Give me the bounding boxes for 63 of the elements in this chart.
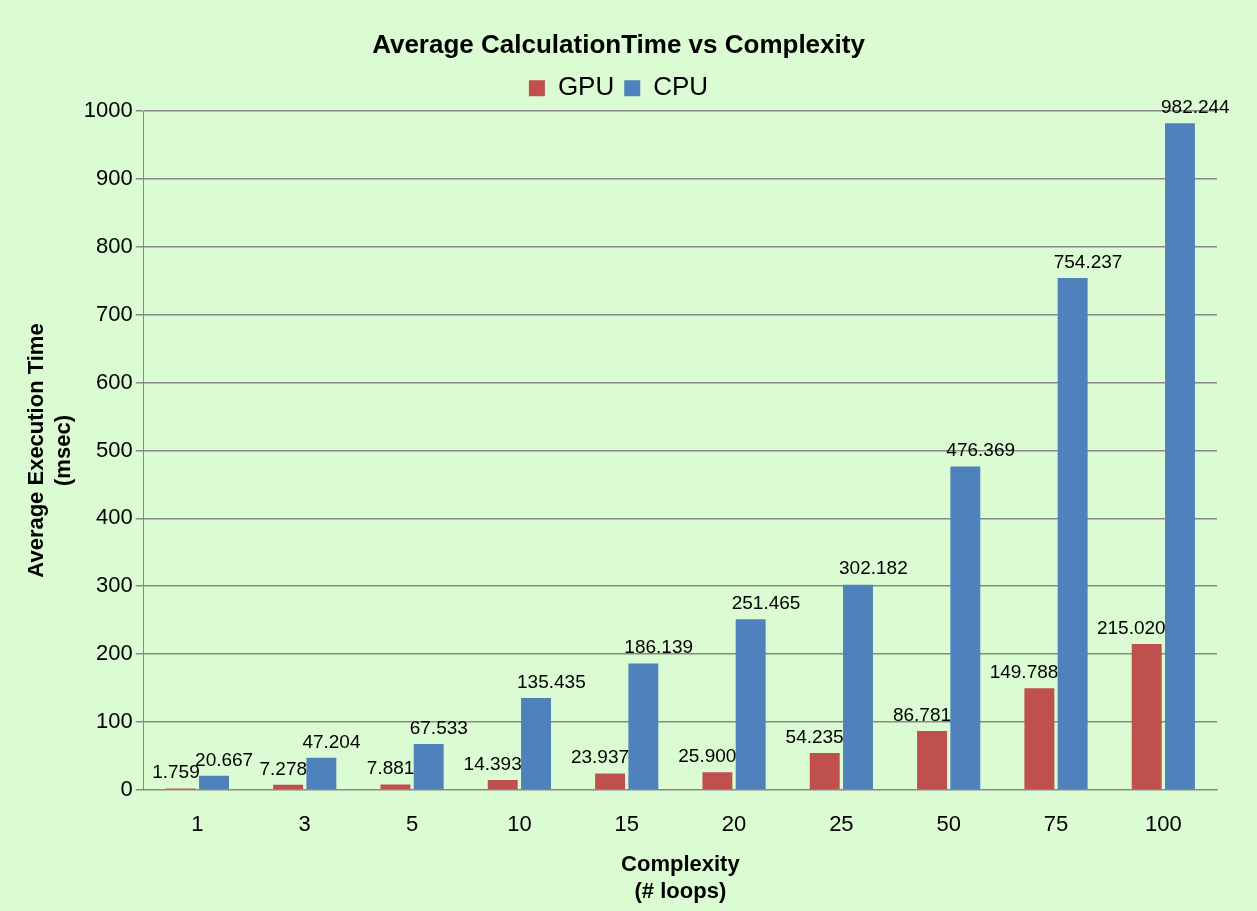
data-label: 7.278	[259, 757, 308, 779]
data-label: 14.393	[463, 752, 522, 774]
x-tick-label: 15	[614, 811, 639, 837]
y-tick-label: 600	[96, 368, 133, 394]
bar	[413, 743, 444, 790]
data-label: 982.244	[1161, 95, 1231, 117]
bar	[1024, 688, 1055, 790]
y-tick-label: 100	[96, 708, 133, 733]
y-tick-label: 900	[96, 165, 133, 191]
x-axis-title: Complexity (# loops)	[621, 851, 741, 903]
chart-title: Average CalculationTime vs Complexity	[372, 28, 866, 59]
bar	[917, 730, 948, 790]
data-label: 186.139	[624, 636, 694, 658]
data-label: 67.533	[409, 716, 468, 738]
y-axis-title: Average Execution Time (msec)	[23, 323, 75, 578]
x-tick-label: 20	[721, 811, 747, 837]
legend-label: GPU	[557, 71, 615, 102]
y-tick-label: 700	[96, 300, 133, 326]
data-label: 54.235	[785, 725, 844, 747]
y-tick-label: 1000	[83, 97, 133, 123]
data-label: 215.020	[1096, 616, 1166, 638]
bar	[950, 466, 981, 790]
bar	[273, 784, 304, 790]
data-label: 476.369	[946, 439, 1016, 461]
x-tick-label: 3	[298, 811, 311, 837]
y-tick-label: 200	[96, 640, 133, 666]
bar	[735, 619, 766, 790]
data-label: 7.881	[366, 757, 415, 779]
x-tick-label: 10	[507, 811, 532, 837]
y-tick-label: 0	[120, 775, 133, 801]
data-label: 251.465	[731, 591, 801, 613]
bar	[306, 757, 337, 790]
bar	[595, 773, 626, 790]
x-tick-label: 50	[936, 811, 961, 837]
bar	[380, 784, 411, 790]
data-label: 86.781	[892, 703, 952, 725]
bar	[809, 753, 840, 790]
x-tick-label: 25	[829, 811, 854, 837]
bar	[843, 584, 873, 790]
x-tick-label: 100	[1144, 811, 1182, 837]
y-tick-label: 400	[96, 504, 133, 530]
x-tick-label: 5	[405, 811, 419, 837]
bar	[1057, 277, 1088, 790]
data-label: 754.237	[1053, 250, 1123, 272]
bar	[521, 697, 551, 790]
bar	[199, 775, 230, 790]
bar	[628, 663, 659, 790]
bar	[487, 780, 518, 790]
data-label: 47.204	[302, 730, 361, 752]
bar	[1165, 123, 1195, 790]
y-tick-label: 500	[96, 436, 133, 462]
data-label: 302.182	[839, 557, 908, 579]
data-label: 25.900	[678, 744, 737, 766]
x-tick-label: 1	[191, 811, 204, 837]
data-label: 149.788	[989, 660, 1059, 682]
y-tick-label: 300	[96, 572, 133, 598]
data-label: 135.435	[517, 670, 586, 692]
x-tick-label: 75	[1043, 811, 1069, 837]
bar	[1131, 643, 1162, 790]
legend-label: CPU	[653, 71, 709, 102]
bar	[702, 772, 733, 790]
y-tick-label: 800	[96, 232, 133, 258]
data-label: 23.937	[570, 746, 630, 768]
